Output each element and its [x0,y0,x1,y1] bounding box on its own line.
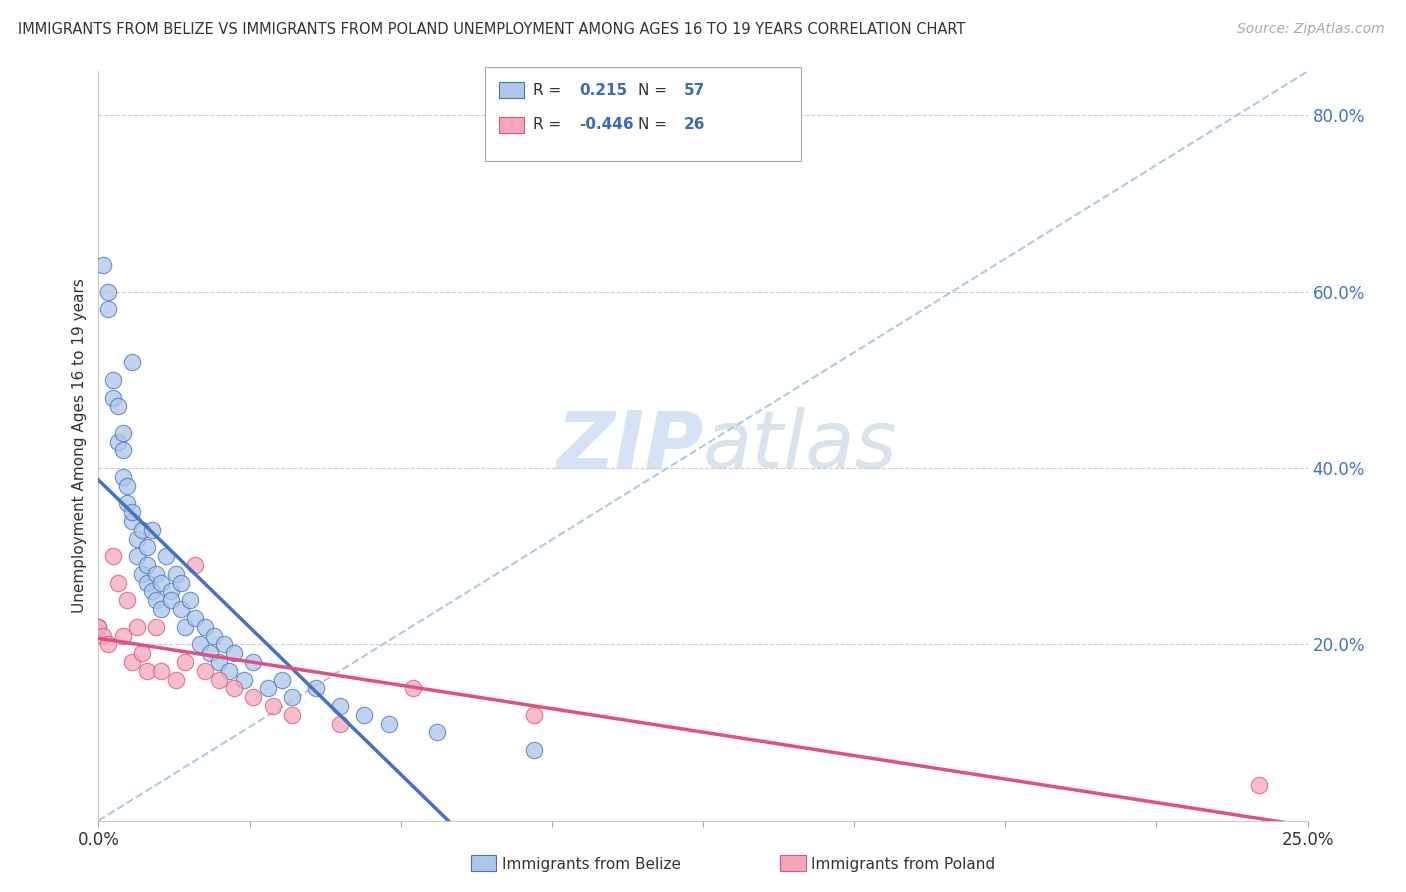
Point [131,646,153,660]
Point [402,681,425,696]
Point [155,549,177,564]
Point [127,549,149,564]
Point [160,584,183,599]
Point [141,584,163,599]
Point [208,655,231,669]
Point [377,716,399,731]
Text: Immigrants from Poland: Immigrants from Poland [811,857,995,871]
Point [262,699,284,714]
Point [222,681,245,696]
Text: R =: R = [533,118,567,132]
Point [281,690,304,705]
Point [141,523,163,537]
Point [523,707,546,722]
Point [121,505,143,519]
Point [188,637,211,651]
Text: 26: 26 [683,118,704,132]
Point [131,566,153,581]
Point [329,716,352,731]
Point [91,628,114,642]
Point [91,258,114,272]
Point [160,593,183,607]
Point [174,620,197,634]
Text: Source: ZipAtlas.com: Source: ZipAtlas.com [1237,22,1385,37]
Point [194,620,217,634]
Point [107,575,129,590]
Point [111,470,134,484]
Point [127,620,149,634]
Point [179,593,201,607]
Point [107,400,129,414]
Text: 0.215: 0.215 [579,83,627,97]
Point [97,302,120,317]
Point [174,655,197,669]
Point [184,558,207,572]
Text: N =: N = [638,118,672,132]
Point [150,575,173,590]
Point [150,664,173,678]
Point [222,646,245,660]
Point [165,566,187,581]
Text: -0.446: -0.446 [579,118,634,132]
Text: atlas: atlas [703,407,898,485]
Point [204,628,226,642]
Text: IMMIGRANTS FROM BELIZE VS IMMIGRANTS FROM POLAND UNEMPLOYMENT AMONG AGES 16 TO 1: IMMIGRANTS FROM BELIZE VS IMMIGRANTS FRO… [18,22,966,37]
Point [281,707,304,722]
Point [169,602,191,616]
Point [305,681,328,696]
Point [194,664,217,678]
Text: N =: N = [638,83,672,97]
Point [117,593,139,607]
Point [523,743,546,757]
Point [101,549,124,564]
Point [135,664,157,678]
Point [117,478,139,492]
Point [111,425,134,440]
Point [127,532,149,546]
Point [121,355,143,369]
Point [218,664,240,678]
Point [121,655,143,669]
Point [169,575,191,590]
Point [87,620,110,634]
Point [97,637,120,651]
Point [111,443,134,458]
Point [165,673,187,687]
Point [145,620,167,634]
Point [107,434,129,449]
Point [97,285,120,299]
Y-axis label: Unemployment Among Ages 16 to 19 years: Unemployment Among Ages 16 to 19 years [72,278,87,614]
Point [329,699,352,714]
Point [184,611,207,625]
Text: 57: 57 [683,83,704,97]
Point [101,391,124,405]
Point [208,673,231,687]
Point [135,558,157,572]
Point [135,541,157,555]
Point [131,523,153,537]
Point [87,620,110,634]
Text: R =: R = [533,83,567,97]
Point [256,681,278,696]
Point [145,593,167,607]
Point [1249,778,1271,792]
Point [426,725,449,739]
Point [242,655,264,669]
Point [271,673,294,687]
Point [111,628,134,642]
Point [212,637,235,651]
Point [242,690,264,705]
Text: ZIP: ZIP [555,407,703,485]
Point [353,707,375,722]
Point [121,514,143,528]
Point [145,566,167,581]
Point [232,673,254,687]
Point [117,496,139,510]
Point [101,373,124,387]
Point [198,646,221,660]
Text: Immigrants from Belize: Immigrants from Belize [502,857,681,871]
Point [135,575,157,590]
Point [150,602,173,616]
